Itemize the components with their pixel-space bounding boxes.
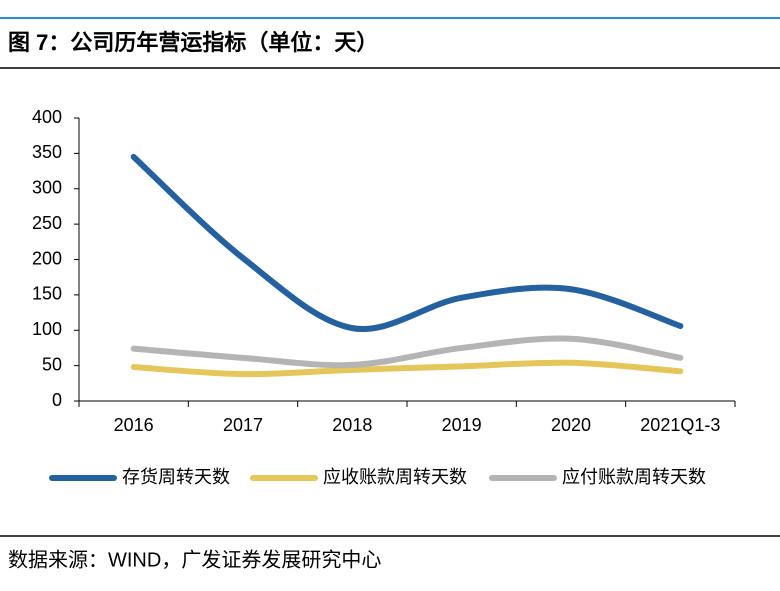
y-tick-label: 100 <box>32 319 62 339</box>
legend-label: 存货周转天数 <box>122 467 230 487</box>
y-tick-label: 150 <box>32 284 62 304</box>
x-tick-label: 2019 <box>442 415 482 435</box>
x-tick-label: 2021Q1-3 <box>640 415 720 435</box>
series-line <box>130 153 684 333</box>
y-tick-label: 350 <box>32 142 62 162</box>
y-tick-label: 300 <box>32 178 62 198</box>
legend-label: 应付账款周转天数 <box>562 467 706 487</box>
x-tick-label: 2020 <box>551 415 591 435</box>
x-tick-label: 2018 <box>332 415 372 435</box>
y-tick-label: 0 <box>52 390 62 410</box>
y-tick-label: 200 <box>32 248 62 268</box>
y-tick-label: 250 <box>32 213 62 233</box>
x-tick-label: 2017 <box>223 415 263 435</box>
legend-label: 应收账款周转天数 <box>323 467 467 487</box>
chart-title: 图 7：公司历年营运指标（单位：天） <box>8 30 378 55</box>
y-tick-label: 400 <box>32 107 62 127</box>
x-tick-label: 2016 <box>114 415 154 435</box>
source: 数据来源：WIND，广发证券发展研究中心 <box>8 548 381 571</box>
series-line <box>130 335 684 369</box>
series-line <box>130 359 684 378</box>
y-tick-label: 50 <box>42 354 62 374</box>
